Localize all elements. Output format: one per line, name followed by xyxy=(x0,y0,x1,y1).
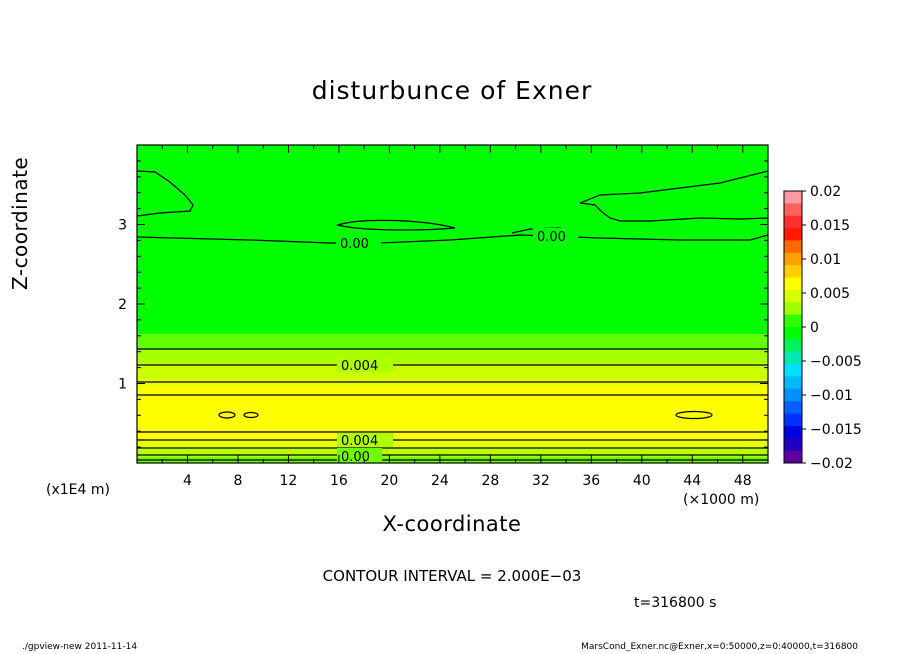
heatmap-band xyxy=(137,379,768,388)
footer-left-text: ./gpview-new 2011-11-14 xyxy=(22,642,138,652)
colorbar-swatch xyxy=(784,265,802,279)
contour-line xyxy=(137,170,194,217)
colorbar-swatch xyxy=(784,228,802,241)
contour-line xyxy=(218,411,236,419)
colorbar-swatch xyxy=(784,327,802,340)
x-tick-label: 24 xyxy=(431,473,449,489)
colorbar-swatch xyxy=(784,289,802,303)
x-scale-label: (×1000 m) xyxy=(683,492,760,508)
colorbar-tick-label: 0 xyxy=(810,320,819,336)
colorbar-tick-label: −0.015 xyxy=(810,422,862,438)
colorbar: 0.02 0.015 0.01 0.005 0 −0.005 −0.01 −0.015 −0.0… xyxy=(783,184,862,472)
colorbar-tick-label: −0.01 xyxy=(810,388,853,404)
time-label: t=316800 s xyxy=(634,595,717,611)
colorbar-swatch xyxy=(784,252,802,266)
colorbar-tick-label: 0.01 xyxy=(810,252,841,268)
heatmap-band xyxy=(137,363,768,380)
heatmap-band xyxy=(137,334,768,351)
x-axis-label: X-coordinate xyxy=(382,512,522,536)
colorbar-tick-label: −0.02 xyxy=(810,456,853,472)
y-axis: 1 2 3 xyxy=(118,144,768,464)
colorbar-swatch xyxy=(784,438,802,452)
contour-label: 0.00 xyxy=(537,230,566,245)
colorbar-swatch xyxy=(784,388,802,402)
colorbar-swatch xyxy=(784,339,802,353)
z-scale-label: (x1E4 m) xyxy=(46,482,110,498)
colorbar-tick-label: 0.015 xyxy=(810,218,850,234)
y-tick-label: 2 xyxy=(118,297,127,313)
colorbar-swatch xyxy=(784,302,802,316)
x-axis: 4 8 12 16 20 24 28 32 36 40 44 48 xyxy=(136,145,769,489)
colorbar-swatch xyxy=(784,351,802,365)
contour-labels: 0.00 0.00 0.004 0.004 0.00 xyxy=(336,228,578,465)
contour-line xyxy=(243,411,259,419)
contour-line xyxy=(579,170,768,204)
x-tick-label: 48 xyxy=(734,473,752,489)
x-tick-label: 4 xyxy=(183,473,192,489)
colorbar-swatch xyxy=(784,425,802,439)
x-tick-label: 28 xyxy=(481,473,499,489)
contour-line xyxy=(675,410,713,420)
colorbar-swatch xyxy=(784,413,802,427)
x-tick-label: 44 xyxy=(683,473,701,489)
x-tick-label: 40 xyxy=(633,473,651,489)
contour-label: 0.00 xyxy=(340,237,369,252)
colorbar-swatch xyxy=(784,364,802,377)
x-tick-label: 36 xyxy=(582,473,600,489)
colorbar-swatch xyxy=(784,240,802,254)
colorbar-tick-label: −0.005 xyxy=(810,354,862,370)
x-tick-label: 20 xyxy=(380,473,398,489)
colorbar-tick-label: 0.02 xyxy=(810,184,841,200)
colorbar-swatch xyxy=(784,401,802,415)
heatmap-bands xyxy=(137,145,768,463)
colorbar-swatch xyxy=(784,203,802,217)
x-tick-label: 16 xyxy=(330,473,348,489)
contour-lines xyxy=(137,170,768,461)
contour-interval-label: CONTOUR INTERVAL = 2.000E−03 xyxy=(322,567,582,585)
heatmap-band xyxy=(137,448,768,457)
heatmap-band xyxy=(137,387,768,438)
heatmap-band xyxy=(137,350,768,364)
colorbar-swatch xyxy=(784,191,802,204)
chart-title: disturbunce of Exner xyxy=(311,76,593,105)
x-tick-label: 8 xyxy=(233,473,242,489)
x-tick-label: 32 xyxy=(532,473,550,489)
y-tick-label: 1 xyxy=(118,377,127,393)
contour-label: 0.004 xyxy=(341,434,378,449)
y-tick-label: 3 xyxy=(118,218,127,234)
contour-line xyxy=(137,234,768,244)
heatmap-band xyxy=(137,437,768,449)
contour-label: 0.00 xyxy=(341,450,370,465)
y-axis-label: Z-coordinate xyxy=(8,156,32,290)
colorbar-swatch xyxy=(784,277,802,291)
contour-line xyxy=(579,202,768,222)
footer-right-text: MarsCond_Exner.nc@Exner,x=0:50000,z=0:40… xyxy=(581,642,858,652)
contour-line xyxy=(335,219,456,231)
colorbar-swatch xyxy=(784,215,802,229)
colorbar-swatch xyxy=(784,376,802,390)
contour-label: 0.004 xyxy=(341,359,378,374)
colorbar-swatch xyxy=(784,450,802,464)
colorbar-tick-label: 0.005 xyxy=(810,286,850,302)
colorbar-swatch xyxy=(784,314,802,328)
x-tick-label: 12 xyxy=(280,473,298,489)
